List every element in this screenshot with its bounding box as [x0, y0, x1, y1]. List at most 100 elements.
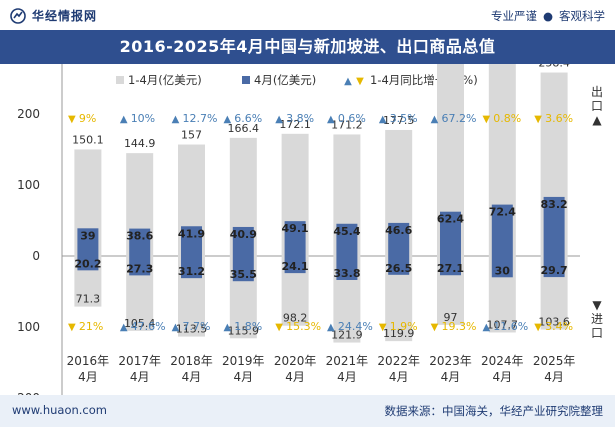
import-monthly-bar: [388, 256, 410, 275]
export-cumulative-label: 157: [181, 129, 202, 142]
import-monthly-label: 27.3: [126, 262, 153, 275]
import-growth-up-icon: ▲: [120, 322, 128, 333]
y-tick-label: 100: [17, 320, 40, 334]
import-monthly-label: 20.2: [74, 257, 101, 270]
export-growth-up-icon: ▲: [223, 114, 231, 125]
export-monthly-bar: [543, 196, 565, 256]
import-monthly-label: 27.1: [437, 262, 464, 275]
y-tick-label: 100: [17, 178, 40, 192]
export-cumulative-label: 258.4: [538, 64, 570, 70]
import-monthly-bar: [284, 256, 306, 274]
import-label-text: 进口: [590, 312, 603, 340]
legend-growth-down-icon: ▼: [356, 76, 364, 87]
import-growth-label: 3.4%: [545, 320, 573, 333]
import-monthly-bar: [440, 256, 461, 276]
import-monthly-bar: [491, 256, 513, 278]
x-tick-label-month: 4月: [182, 370, 202, 384]
export-label-text: 出口: [590, 85, 603, 113]
import-growth-up-icon: ▲: [223, 322, 231, 333]
x-tick-label-year: 2018年: [170, 354, 213, 368]
import-growth-label: 19.3%: [442, 320, 477, 333]
import-monthly-bar: [232, 256, 254, 282]
x-tick-label-month: 4月: [285, 370, 305, 384]
import-side-label: ▼ 进口: [590, 298, 604, 340]
import-growth-down-icon: ▼: [534, 322, 542, 333]
export-monthly-label: 38.6: [126, 230, 153, 243]
export-growth-label: 6.6%: [234, 112, 262, 125]
export-growth-up-icon: ▲: [431, 114, 439, 125]
import-growth-label: 24.4%: [338, 320, 373, 333]
export-growth-down-icon: ▼: [482, 114, 490, 125]
import-growth-label: 1.8%: [234, 320, 262, 333]
export-monthly-bar: [181, 226, 202, 256]
export-growth-down-icon: ▼: [68, 114, 76, 125]
import-monthly-label: 30: [495, 264, 511, 277]
x-tick-label-month: 4月: [492, 370, 512, 384]
tagline: 专业严谨 ● 客观科学: [491, 8, 605, 24]
legend-cumulative-label: 1-4月(亿美元): [128, 73, 202, 87]
import-cumulative-label: 105.4: [124, 317, 156, 330]
x-tick-label-year: 2022年: [377, 354, 420, 368]
export-up-arrow: ▲: [592, 113, 602, 127]
x-tick-label-year: 2016年: [67, 354, 110, 368]
footer-source: 数据来源：中国海关，华经产业研究院整理: [384, 404, 604, 418]
export-cumulative-label: 144.9: [124, 137, 156, 150]
export-growth-label: 3.5%: [390, 112, 418, 125]
export-cumulative-label: 172.1: [279, 118, 311, 131]
brand[interactable]: 华经情报网: [10, 7, 97, 24]
import-growth-up-icon: ▲: [482, 322, 490, 333]
import-monthly-label: 33.8: [333, 267, 360, 280]
export-cumulative-label: 171.2: [331, 118, 363, 131]
brand-name: 华经情报网: [32, 9, 98, 23]
import-growth-label: 21%: [79, 320, 103, 333]
y-tick-label: 0: [32, 249, 40, 263]
export-growth-label: 67.2%: [442, 112, 477, 125]
import-growth-down-icon: ▼: [68, 322, 76, 333]
import-monthly-label: 24.1: [282, 260, 309, 273]
y-tick-label: 200: [17, 107, 40, 121]
export-cumulative-label: 166.4: [228, 122, 260, 135]
x-tick-label-year: 2019年: [222, 354, 265, 368]
x-tick-label-year: 2021年: [326, 354, 369, 368]
import-growth-down-icon: ▼: [275, 322, 283, 333]
export-growth-label: 0.6%: [338, 112, 366, 125]
import-monthly-label: 29.7: [541, 264, 568, 277]
export-monthly-label: 39: [80, 229, 95, 242]
import-growth-label: 47.6%: [131, 320, 166, 333]
export-monthly-label: 62.4: [437, 213, 464, 226]
export-cumulative-label: 150.1: [72, 133, 104, 146]
export-growth-up-icon: ▲: [379, 114, 387, 125]
import-monthly-bar: [129, 256, 151, 276]
export-monthly-bar: [336, 223, 358, 256]
brand-logo-icon: [10, 7, 26, 24]
import-monthly-label: 35.5: [230, 268, 257, 281]
export-growth-up-icon: ▲: [120, 114, 128, 125]
footer: www.huaon.com 数据来源：中国海关，华经产业研究院整理: [0, 395, 615, 427]
export-monthly-bar: [388, 222, 410, 256]
import-growth-down-icon: ▼: [379, 322, 387, 333]
import-monthly-label: 26.5: [385, 262, 412, 275]
import-growth-label: 15.3%: [286, 320, 321, 333]
export-growth-label: 12.7%: [183, 112, 218, 125]
export-growth-label: 0.8%: [493, 112, 521, 125]
legend-growth-up-icon: ▲: [344, 76, 352, 87]
export-monthly-label: 46.6: [385, 224, 412, 237]
export-cumulative-label: 177.5: [383, 114, 415, 127]
top-bar: 华经情报网 专业严谨 ● 客观科学: [0, 0, 615, 30]
import-growth-down-icon: ▼: [431, 322, 439, 333]
import-growth-up-icon: ▲: [327, 322, 335, 333]
x-tick-label-year: 2025年: [533, 354, 576, 368]
x-tick-label-month: 4月: [441, 370, 461, 384]
import-growth-label: 11.6%: [493, 320, 528, 333]
tagline-left: 专业严谨: [490, 9, 537, 23]
footer-site[interactable]: www.huaon.com: [12, 403, 107, 417]
export-monthly-label: 40.9: [230, 228, 257, 241]
import-cumulative-label: 97: [444, 311, 458, 324]
chart: 1-4月(亿美元)4月(亿美元)▲▼1-4月同比增长率(%)4003002001…: [17, 64, 580, 395]
import-growth-label: 1.9%: [390, 320, 418, 333]
x-tick-label-year: 2024年: [481, 354, 524, 368]
export-monthly-bar: [491, 204, 513, 256]
x-tick-label-month: 4月: [78, 370, 98, 384]
tagline-dot: ●: [542, 9, 553, 23]
import-cumulative-label: 115.9: [228, 324, 260, 337]
